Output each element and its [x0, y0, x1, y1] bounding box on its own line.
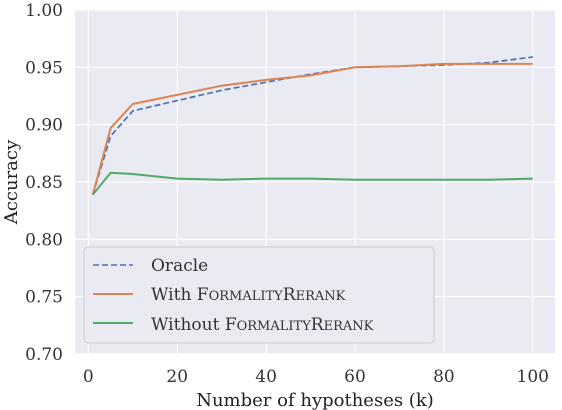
x-tick-labels: 0 20 40 60 80 100 — [83, 367, 549, 387]
legend-label-with-formalityrerank: With FORMALITYRERANK — [151, 285, 346, 305]
legend: Oracle With FORMALITYRERANK Without FORM… — [83, 246, 435, 344]
legend-label-without-formalityrerank: Without FORMALITYRERANK — [151, 315, 374, 335]
y-tick-label: 0.80 — [25, 230, 63, 250]
y-tick-labels: 0.70 0.75 0.80 0.85 0.90 0.95 1.00 — [25, 1, 63, 365]
y-axis-title: Accuracy — [1, 139, 22, 225]
x-axis-title: Number of hypotheses (k) — [196, 390, 434, 410]
x-tick-label: 100 — [517, 367, 549, 387]
x-tick-label: 0 — [83, 367, 94, 387]
data-series — [91, 56, 533, 196]
y-tick-label: 0.95 — [25, 58, 63, 78]
x-tick-label: 20 — [166, 367, 188, 387]
x-tick-label: 40 — [255, 367, 277, 387]
x-tick-label: 60 — [344, 367, 366, 387]
x-tick-label: 80 — [433, 367, 455, 387]
series-line-with-formalityrerank — [91, 62, 533, 195]
legend-box — [83, 246, 435, 344]
y-tick-label: 0.70 — [25, 345, 63, 365]
y-tick-label: 1.00 — [25, 1, 63, 21]
y-tick-label: 0.90 — [25, 116, 63, 136]
series-line-without-formalityrerank — [92, 171, 533, 196]
y-tick-label: 0.75 — [25, 288, 63, 308]
legend-label-oracle: Oracle — [151, 256, 208, 276]
y-tick-label: 0.85 — [25, 173, 63, 193]
